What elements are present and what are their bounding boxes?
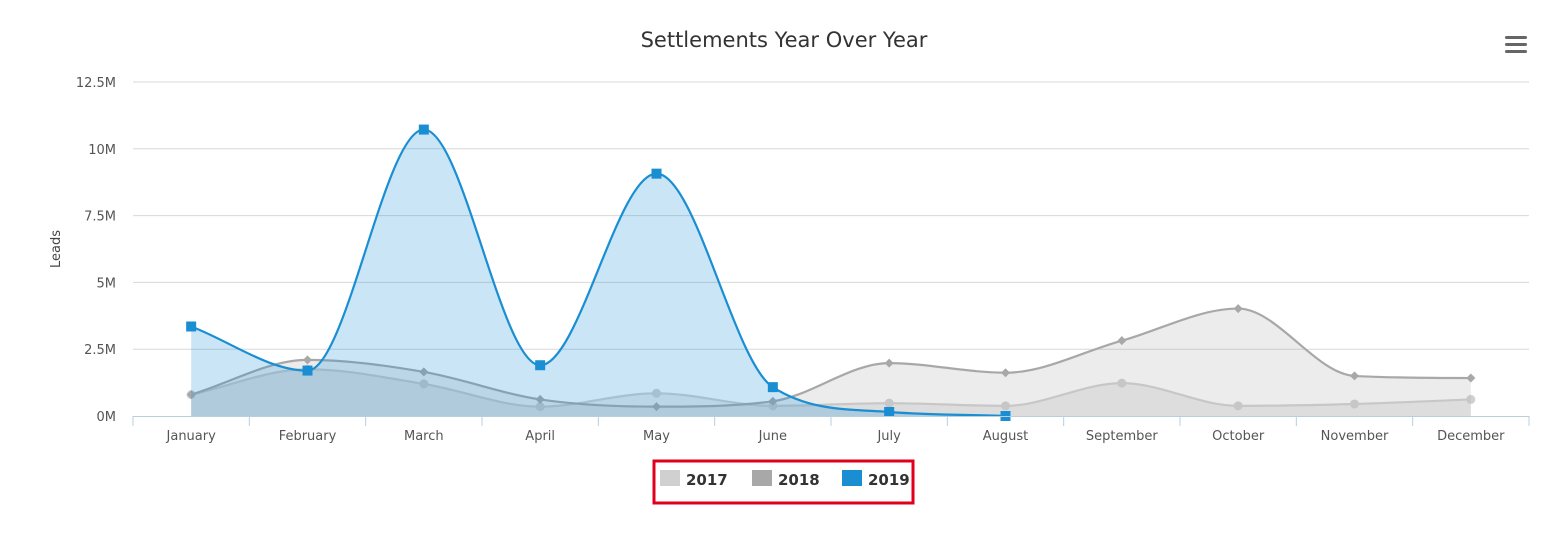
data-point-2017[interactable]: [768, 401, 778, 411]
legend-item-2018[interactable]: 2018: [752, 470, 820, 489]
x-tick-label: January: [166, 429, 217, 444]
data-point-2017[interactable]: [1001, 401, 1010, 411]
legend-label: 2017: [686, 471, 728, 489]
data-point-2019[interactable]: [186, 321, 197, 332]
data-point-2017[interactable]: [535, 402, 545, 412]
chart-menu-button[interactable]: [1500, 30, 1530, 58]
y-axis-title: Leads: [49, 230, 64, 268]
series-line-2018: [190, 307, 1471, 408]
x-tick-label: July: [876, 429, 901, 444]
y-tick-label: 2.5M: [84, 343, 116, 358]
y-tick-label: 5M: [97, 276, 117, 291]
series-area-2018: [191, 308, 1471, 416]
x-tick-label: May: [643, 429, 670, 444]
legend-swatch: [660, 470, 680, 486]
y-tick-label: 10M: [88, 143, 116, 158]
grid-lines: [133, 81, 1529, 350]
data-point-2018[interactable]: [535, 394, 545, 404]
y-tick-label: 0M: [97, 410, 117, 425]
x-tick-label: September: [1086, 429, 1159, 444]
x-tick-label: April: [525, 429, 555, 444]
data-point-2019[interactable]: [418, 124, 429, 135]
legend-highlight-box: [652, 459, 915, 505]
series-layer: [186, 124, 1476, 421]
series-line-2017: [190, 368, 1471, 408]
y-tick-label: 12.5M: [76, 76, 116, 91]
data-point-2017[interactable]: [419, 379, 429, 389]
legend: 2017 2018 2019: [652, 459, 915, 505]
data-point-2017[interactable]: [884, 398, 894, 408]
data-point-2018[interactable]: [1001, 368, 1010, 378]
hamburger-menu-icon: [1505, 36, 1527, 53]
legend-label: 2019: [868, 471, 910, 489]
series-line-2019: [190, 128, 1006, 418]
legend-item-2019[interactable]: 2019: [842, 470, 910, 489]
data-point-2018[interactable]: [303, 355, 312, 365]
x-axis: January February March April May June July Augu…: [132, 416, 1530, 444]
data-point-2018[interactable]: [1233, 304, 1243, 314]
data-point-2018[interactable]: [1350, 371, 1359, 381]
data-point-2017[interactable]: [1117, 378, 1127, 388]
y-axis-ticks: 0M 2.5M 5M 7.5M 10M 12.5M: [76, 76, 116, 425]
data-point-2019[interactable]: [884, 406, 895, 417]
x-tick-label: March: [404, 429, 444, 444]
data-point-2018[interactable]: [419, 367, 429, 377]
x-tick-label: November: [1321, 429, 1389, 444]
series-area-2019: [191, 129, 1006, 417]
data-point-2018[interactable]: [768, 396, 778, 406]
series-2018: [186, 304, 1476, 416]
legend-label: 2018: [778, 471, 820, 489]
x-tick-label: December: [1437, 429, 1505, 444]
data-point-2019[interactable]: [535, 360, 546, 371]
x-tick-label: October: [1212, 429, 1265, 444]
data-point-2018[interactable]: [1466, 373, 1476, 383]
y-tick-label: 7.5M: [84, 210, 116, 225]
data-point-2018[interactable]: [186, 390, 196, 400]
x-tick-label: June: [758, 429, 787, 444]
data-point-2018[interactable]: [1117, 336, 1127, 346]
data-point-2018[interactable]: [884, 358, 894, 368]
series-2019: [186, 124, 1011, 421]
x-tick-label: August: [983, 429, 1029, 444]
data-point-2019[interactable]: [767, 382, 778, 393]
chart-title: Settlements Year Over Year: [641, 28, 928, 52]
series-2017: [186, 364, 1476, 416]
legend-swatch: [842, 470, 862, 486]
data-point-2018[interactable]: [652, 402, 661, 412]
legend-item-2017[interactable]: 2017: [660, 470, 728, 489]
legend-swatch: [752, 470, 772, 486]
data-point-2017[interactable]: [1350, 399, 1359, 409]
data-point-2017[interactable]: [1466, 394, 1476, 404]
data-point-2019[interactable]: [302, 365, 313, 376]
x-tick-label: February: [279, 429, 337, 444]
data-point-2017[interactable]: [1233, 401, 1243, 411]
data-point-2017[interactable]: [652, 388, 661, 398]
data-point-2019[interactable]: [651, 168, 662, 179]
